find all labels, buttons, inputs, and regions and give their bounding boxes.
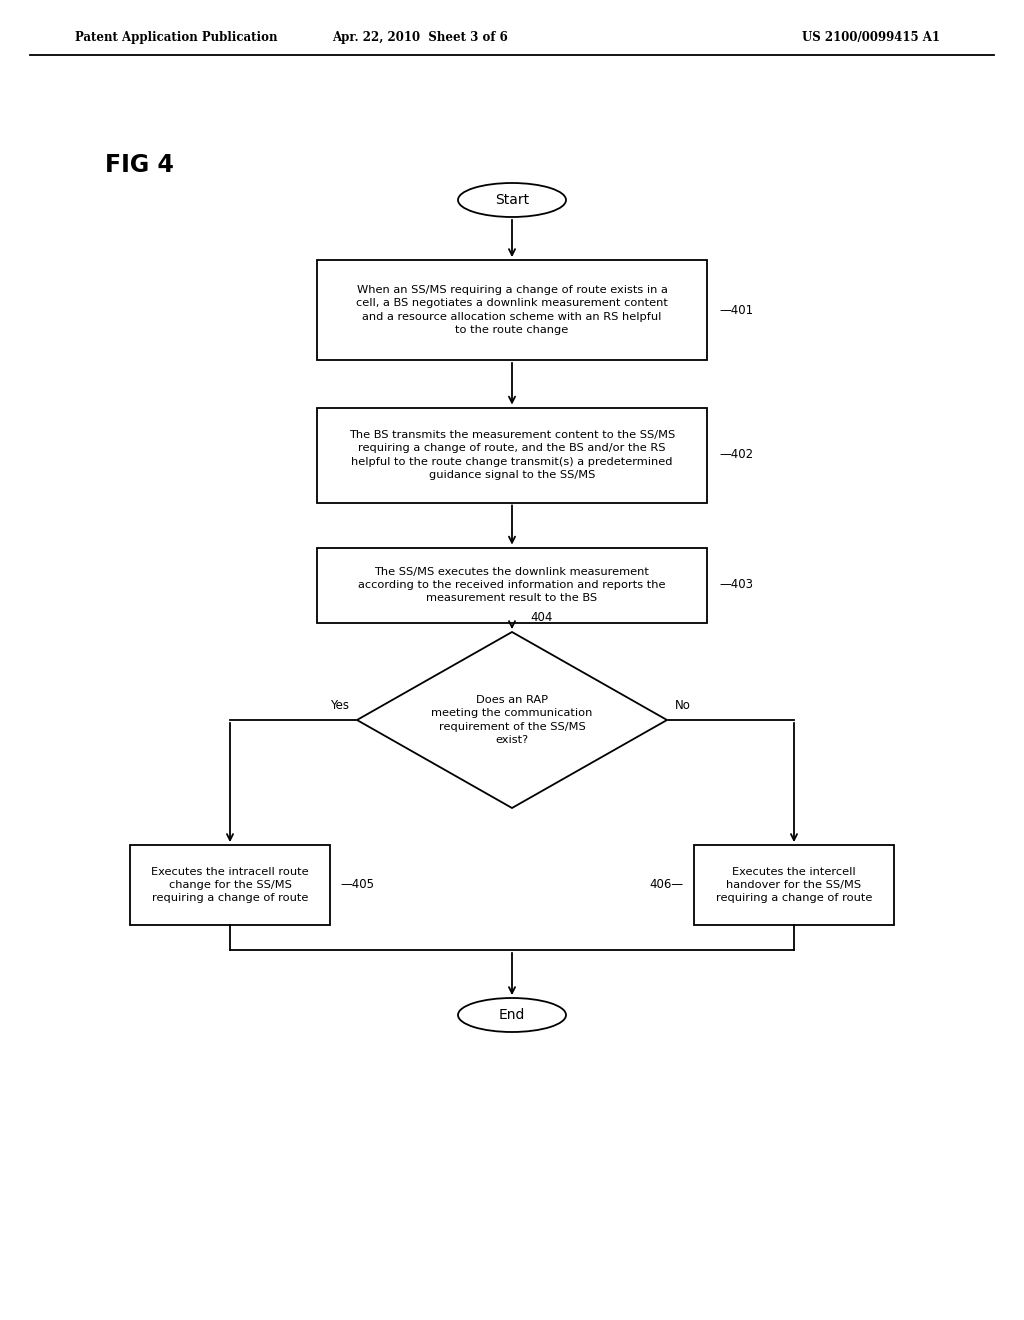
Bar xyxy=(130,845,330,925)
Bar xyxy=(317,548,707,623)
Text: Does an RAP
meeting the communication
requirement of the SS/MS
exist?: Does an RAP meeting the communication re… xyxy=(431,696,593,744)
Text: Executes the intracell route
change for the SS/MS
requiring a change of route: Executes the intracell route change for … xyxy=(152,867,309,903)
Text: 406—: 406— xyxy=(650,879,684,891)
Polygon shape xyxy=(357,632,667,808)
Text: 404: 404 xyxy=(530,611,552,624)
Text: The SS/MS executes the downlink measurement
according to the received informatio: The SS/MS executes the downlink measurem… xyxy=(358,566,666,603)
Text: —405: —405 xyxy=(340,879,374,891)
Text: —403: —403 xyxy=(719,578,753,591)
Text: The BS transmits the measurement content to the SS/MS
requiring a change of rout: The BS transmits the measurement content… xyxy=(349,430,675,479)
Text: When an SS/MS requiring a change of route exists in a
cell, a BS negotiates a do: When an SS/MS requiring a change of rout… xyxy=(356,285,668,335)
Text: Yes: Yes xyxy=(330,700,349,711)
Text: Apr. 22, 2010  Sheet 3 of 6: Apr. 22, 2010 Sheet 3 of 6 xyxy=(332,32,508,45)
Bar xyxy=(317,260,707,360)
Text: US 2100/0099415 A1: US 2100/0099415 A1 xyxy=(802,32,940,45)
Text: No: No xyxy=(675,700,691,711)
Text: —401: —401 xyxy=(719,304,753,317)
Text: Patent Application Publication: Patent Application Publication xyxy=(75,32,278,45)
Bar xyxy=(317,408,707,503)
Text: Start: Start xyxy=(495,193,529,207)
Text: Executes the intercell
handover for the SS/MS
requiring a change of route: Executes the intercell handover for the … xyxy=(716,867,872,903)
Text: End: End xyxy=(499,1008,525,1022)
Text: FIG 4: FIG 4 xyxy=(105,153,174,177)
Text: —402: —402 xyxy=(719,449,753,462)
Ellipse shape xyxy=(458,183,566,216)
Bar xyxy=(694,845,894,925)
Ellipse shape xyxy=(458,998,566,1032)
